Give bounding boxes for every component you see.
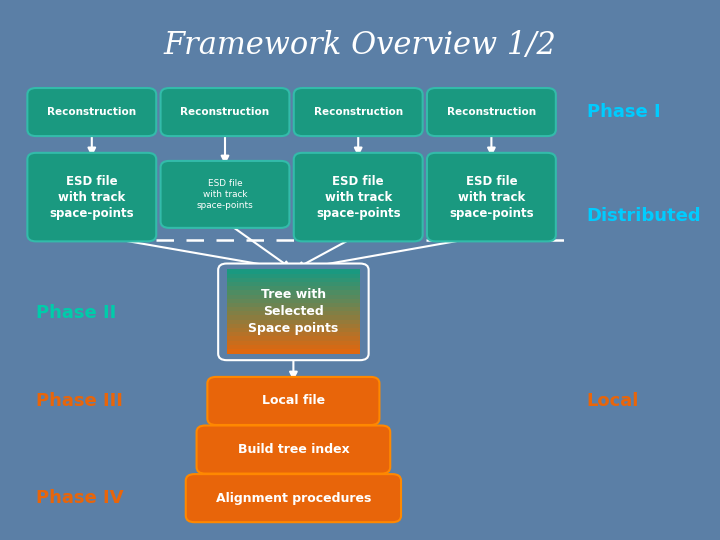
Bar <box>227 303 360 308</box>
Bar <box>227 282 360 287</box>
Text: Reconstruction: Reconstruction <box>314 107 402 117</box>
Text: ESD file
with track
space-points: ESD file with track space-points <box>50 174 134 220</box>
Bar <box>233 341 354 346</box>
Text: Framework Overview 1/2: Framework Overview 1/2 <box>163 30 557 62</box>
FancyBboxPatch shape <box>294 88 423 136</box>
Text: ESD file
with track
space-points: ESD file with track space-points <box>197 179 253 210</box>
Bar <box>233 332 354 337</box>
Text: Local: Local <box>587 392 639 410</box>
Bar <box>233 303 354 308</box>
Bar <box>233 299 354 303</box>
Text: Phase I: Phase I <box>587 103 660 121</box>
Bar <box>227 291 360 295</box>
FancyBboxPatch shape <box>197 426 390 474</box>
Bar <box>227 345 360 349</box>
FancyBboxPatch shape <box>294 153 423 241</box>
Bar <box>233 328 354 333</box>
Bar <box>227 269 360 274</box>
Text: Reconstruction: Reconstruction <box>181 107 269 117</box>
Text: Local file: Local file <box>262 394 325 408</box>
Bar <box>227 315 360 320</box>
Bar <box>227 274 360 279</box>
Text: Reconstruction: Reconstruction <box>447 107 536 117</box>
FancyBboxPatch shape <box>218 264 369 360</box>
Bar <box>233 311 354 316</box>
FancyBboxPatch shape <box>27 88 156 136</box>
Bar <box>233 336 354 341</box>
Text: ESD file
with track
space-points: ESD file with track space-points <box>316 174 400 220</box>
Bar <box>233 345 354 349</box>
Bar <box>233 349 354 354</box>
Bar <box>233 295 354 299</box>
Bar <box>227 328 360 333</box>
Bar <box>227 295 360 299</box>
Bar <box>227 324 360 328</box>
Text: Phase IV: Phase IV <box>36 489 124 507</box>
FancyBboxPatch shape <box>207 377 379 425</box>
Bar <box>233 269 354 274</box>
Bar <box>227 320 360 325</box>
Text: Reconstruction: Reconstruction <box>48 107 136 117</box>
Bar <box>233 282 354 287</box>
Bar <box>227 336 360 341</box>
Bar <box>233 278 354 282</box>
FancyBboxPatch shape <box>161 88 289 136</box>
Text: ESD file
with track
space-points: ESD file with track space-points <box>449 174 534 220</box>
Bar <box>233 324 354 328</box>
FancyBboxPatch shape <box>186 474 401 522</box>
Text: Phase III: Phase III <box>36 392 123 410</box>
Text: Build tree index: Build tree index <box>238 443 349 456</box>
Text: Phase II: Phase II <box>36 304 116 322</box>
Bar <box>227 349 360 354</box>
Bar <box>227 286 360 291</box>
Bar <box>227 307 360 312</box>
FancyBboxPatch shape <box>27 153 156 241</box>
Bar <box>233 286 354 291</box>
Bar <box>227 299 360 303</box>
Bar <box>227 311 360 316</box>
FancyBboxPatch shape <box>427 153 556 241</box>
Bar <box>233 320 354 325</box>
Bar <box>233 274 354 279</box>
Bar <box>227 332 360 337</box>
Bar <box>227 278 360 282</box>
FancyBboxPatch shape <box>161 161 289 228</box>
Bar <box>233 291 354 295</box>
Text: Distributed: Distributed <box>587 207 701 225</box>
Text: Alignment procedures: Alignment procedures <box>216 491 371 505</box>
Bar <box>233 307 354 312</box>
Bar <box>233 315 354 320</box>
Text: Tree with
Selected
Space points: Tree with Selected Space points <box>248 288 338 335</box>
FancyBboxPatch shape <box>427 88 556 136</box>
Bar <box>227 341 360 346</box>
